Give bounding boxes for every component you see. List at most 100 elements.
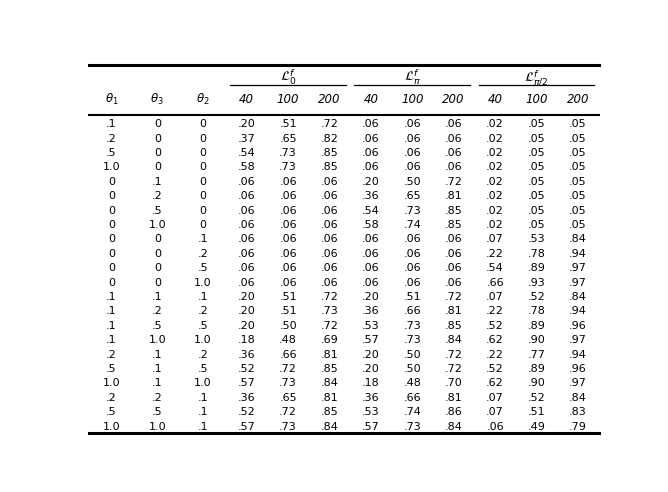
Text: .84: .84 — [569, 292, 587, 302]
Text: .05: .05 — [569, 162, 587, 172]
Text: .05: .05 — [569, 134, 587, 144]
Text: .73: .73 — [279, 378, 297, 388]
Text: 0: 0 — [108, 177, 115, 187]
Text: .84: .84 — [321, 422, 339, 431]
Text: .54: .54 — [362, 206, 380, 215]
Text: 40: 40 — [488, 93, 502, 106]
Text: .82: .82 — [321, 134, 339, 144]
Text: .78: .78 — [528, 249, 546, 259]
Text: .85: .85 — [321, 148, 339, 158]
Text: .73: .73 — [279, 162, 297, 172]
Text: 1.0: 1.0 — [103, 378, 120, 388]
Text: .20: .20 — [362, 364, 380, 374]
Text: .06: .06 — [238, 177, 255, 187]
Text: .05: .05 — [569, 119, 587, 129]
Text: .07: .07 — [486, 393, 504, 403]
Text: 200: 200 — [442, 93, 465, 106]
Text: 0: 0 — [200, 220, 206, 230]
Text: .06: .06 — [238, 220, 255, 230]
Text: .72: .72 — [445, 177, 463, 187]
Text: .50: .50 — [279, 321, 297, 331]
Text: .06: .06 — [362, 162, 379, 172]
Text: .18: .18 — [238, 335, 256, 345]
Text: .36: .36 — [362, 191, 379, 201]
Text: .52: .52 — [238, 364, 256, 374]
Text: .73: .73 — [321, 307, 339, 316]
Text: $\mathcal{L}_\pi^f$: $\mathcal{L}_\pi^f$ — [403, 67, 421, 87]
Text: .65: .65 — [279, 134, 297, 144]
Text: .66: .66 — [279, 350, 297, 360]
Text: .06: .06 — [238, 263, 255, 273]
Text: 0: 0 — [154, 148, 161, 158]
Text: .06: .06 — [279, 277, 297, 288]
Text: .85: .85 — [445, 220, 462, 230]
Text: 0: 0 — [200, 134, 206, 144]
Text: .2: .2 — [152, 393, 163, 403]
Text: .1: .1 — [152, 364, 162, 374]
Text: .81: .81 — [445, 307, 462, 316]
Text: .53: .53 — [362, 321, 379, 331]
Text: 0: 0 — [200, 191, 206, 201]
Text: .85: .85 — [321, 364, 339, 374]
Text: .05: .05 — [528, 148, 545, 158]
Text: .06: .06 — [445, 119, 462, 129]
Text: .89: .89 — [528, 364, 546, 374]
Text: .06: .06 — [279, 191, 297, 201]
Text: .51: .51 — [279, 307, 297, 316]
Text: .48: .48 — [279, 335, 297, 345]
Text: .06: .06 — [445, 162, 462, 172]
Text: .85: .85 — [321, 407, 339, 417]
Text: .06: .06 — [445, 234, 462, 245]
Text: .97: .97 — [569, 335, 587, 345]
Text: .06: .06 — [445, 148, 462, 158]
Text: .51: .51 — [279, 292, 297, 302]
Text: .06: .06 — [279, 177, 297, 187]
Text: .81: .81 — [445, 393, 462, 403]
Text: .05: .05 — [569, 148, 587, 158]
Text: .86: .86 — [445, 407, 462, 417]
Text: .06: .06 — [403, 263, 421, 273]
Text: 0: 0 — [200, 162, 206, 172]
Text: .05: .05 — [569, 220, 587, 230]
Text: $\mathcal{L}_0^f$: $\mathcal{L}_0^f$ — [280, 67, 297, 87]
Text: .72: .72 — [279, 364, 297, 374]
Text: .62: .62 — [486, 335, 504, 345]
Text: .5: .5 — [198, 263, 208, 273]
Text: .51: .51 — [403, 292, 421, 302]
Text: .06: .06 — [238, 277, 255, 288]
Text: .97: .97 — [569, 277, 587, 288]
Text: .06: .06 — [445, 249, 462, 259]
Text: .06: .06 — [321, 234, 338, 245]
Text: .1: .1 — [106, 307, 117, 316]
Text: .96: .96 — [569, 364, 587, 374]
Text: 1.0: 1.0 — [194, 335, 212, 345]
Text: 0: 0 — [154, 162, 161, 172]
Text: .57: .57 — [362, 335, 380, 345]
Text: .78: .78 — [528, 307, 546, 316]
Text: $\theta_3$: $\theta_3$ — [150, 92, 164, 107]
Text: .65: .65 — [279, 393, 297, 403]
Text: 1.0: 1.0 — [194, 378, 212, 388]
Text: 0: 0 — [200, 148, 206, 158]
Text: .81: .81 — [445, 191, 462, 201]
Text: .54: .54 — [486, 263, 504, 273]
Text: .52: .52 — [486, 364, 504, 374]
Text: 200: 200 — [318, 93, 341, 106]
Text: .1: .1 — [198, 393, 208, 403]
Text: .2: .2 — [106, 134, 117, 144]
Text: .06: .06 — [321, 191, 338, 201]
Text: .06: .06 — [362, 263, 379, 273]
Text: .2: .2 — [152, 307, 163, 316]
Text: .90: .90 — [528, 335, 545, 345]
Text: .06: .06 — [321, 220, 338, 230]
Text: .02: .02 — [486, 148, 504, 158]
Text: .20: .20 — [238, 307, 256, 316]
Text: .06: .06 — [403, 162, 421, 172]
Text: .85: .85 — [321, 162, 339, 172]
Text: .2: .2 — [198, 249, 208, 259]
Text: .22: .22 — [486, 249, 504, 259]
Text: 0: 0 — [154, 119, 161, 129]
Text: .06: .06 — [362, 148, 379, 158]
Text: .52: .52 — [486, 321, 504, 331]
Text: .2: .2 — [106, 393, 117, 403]
